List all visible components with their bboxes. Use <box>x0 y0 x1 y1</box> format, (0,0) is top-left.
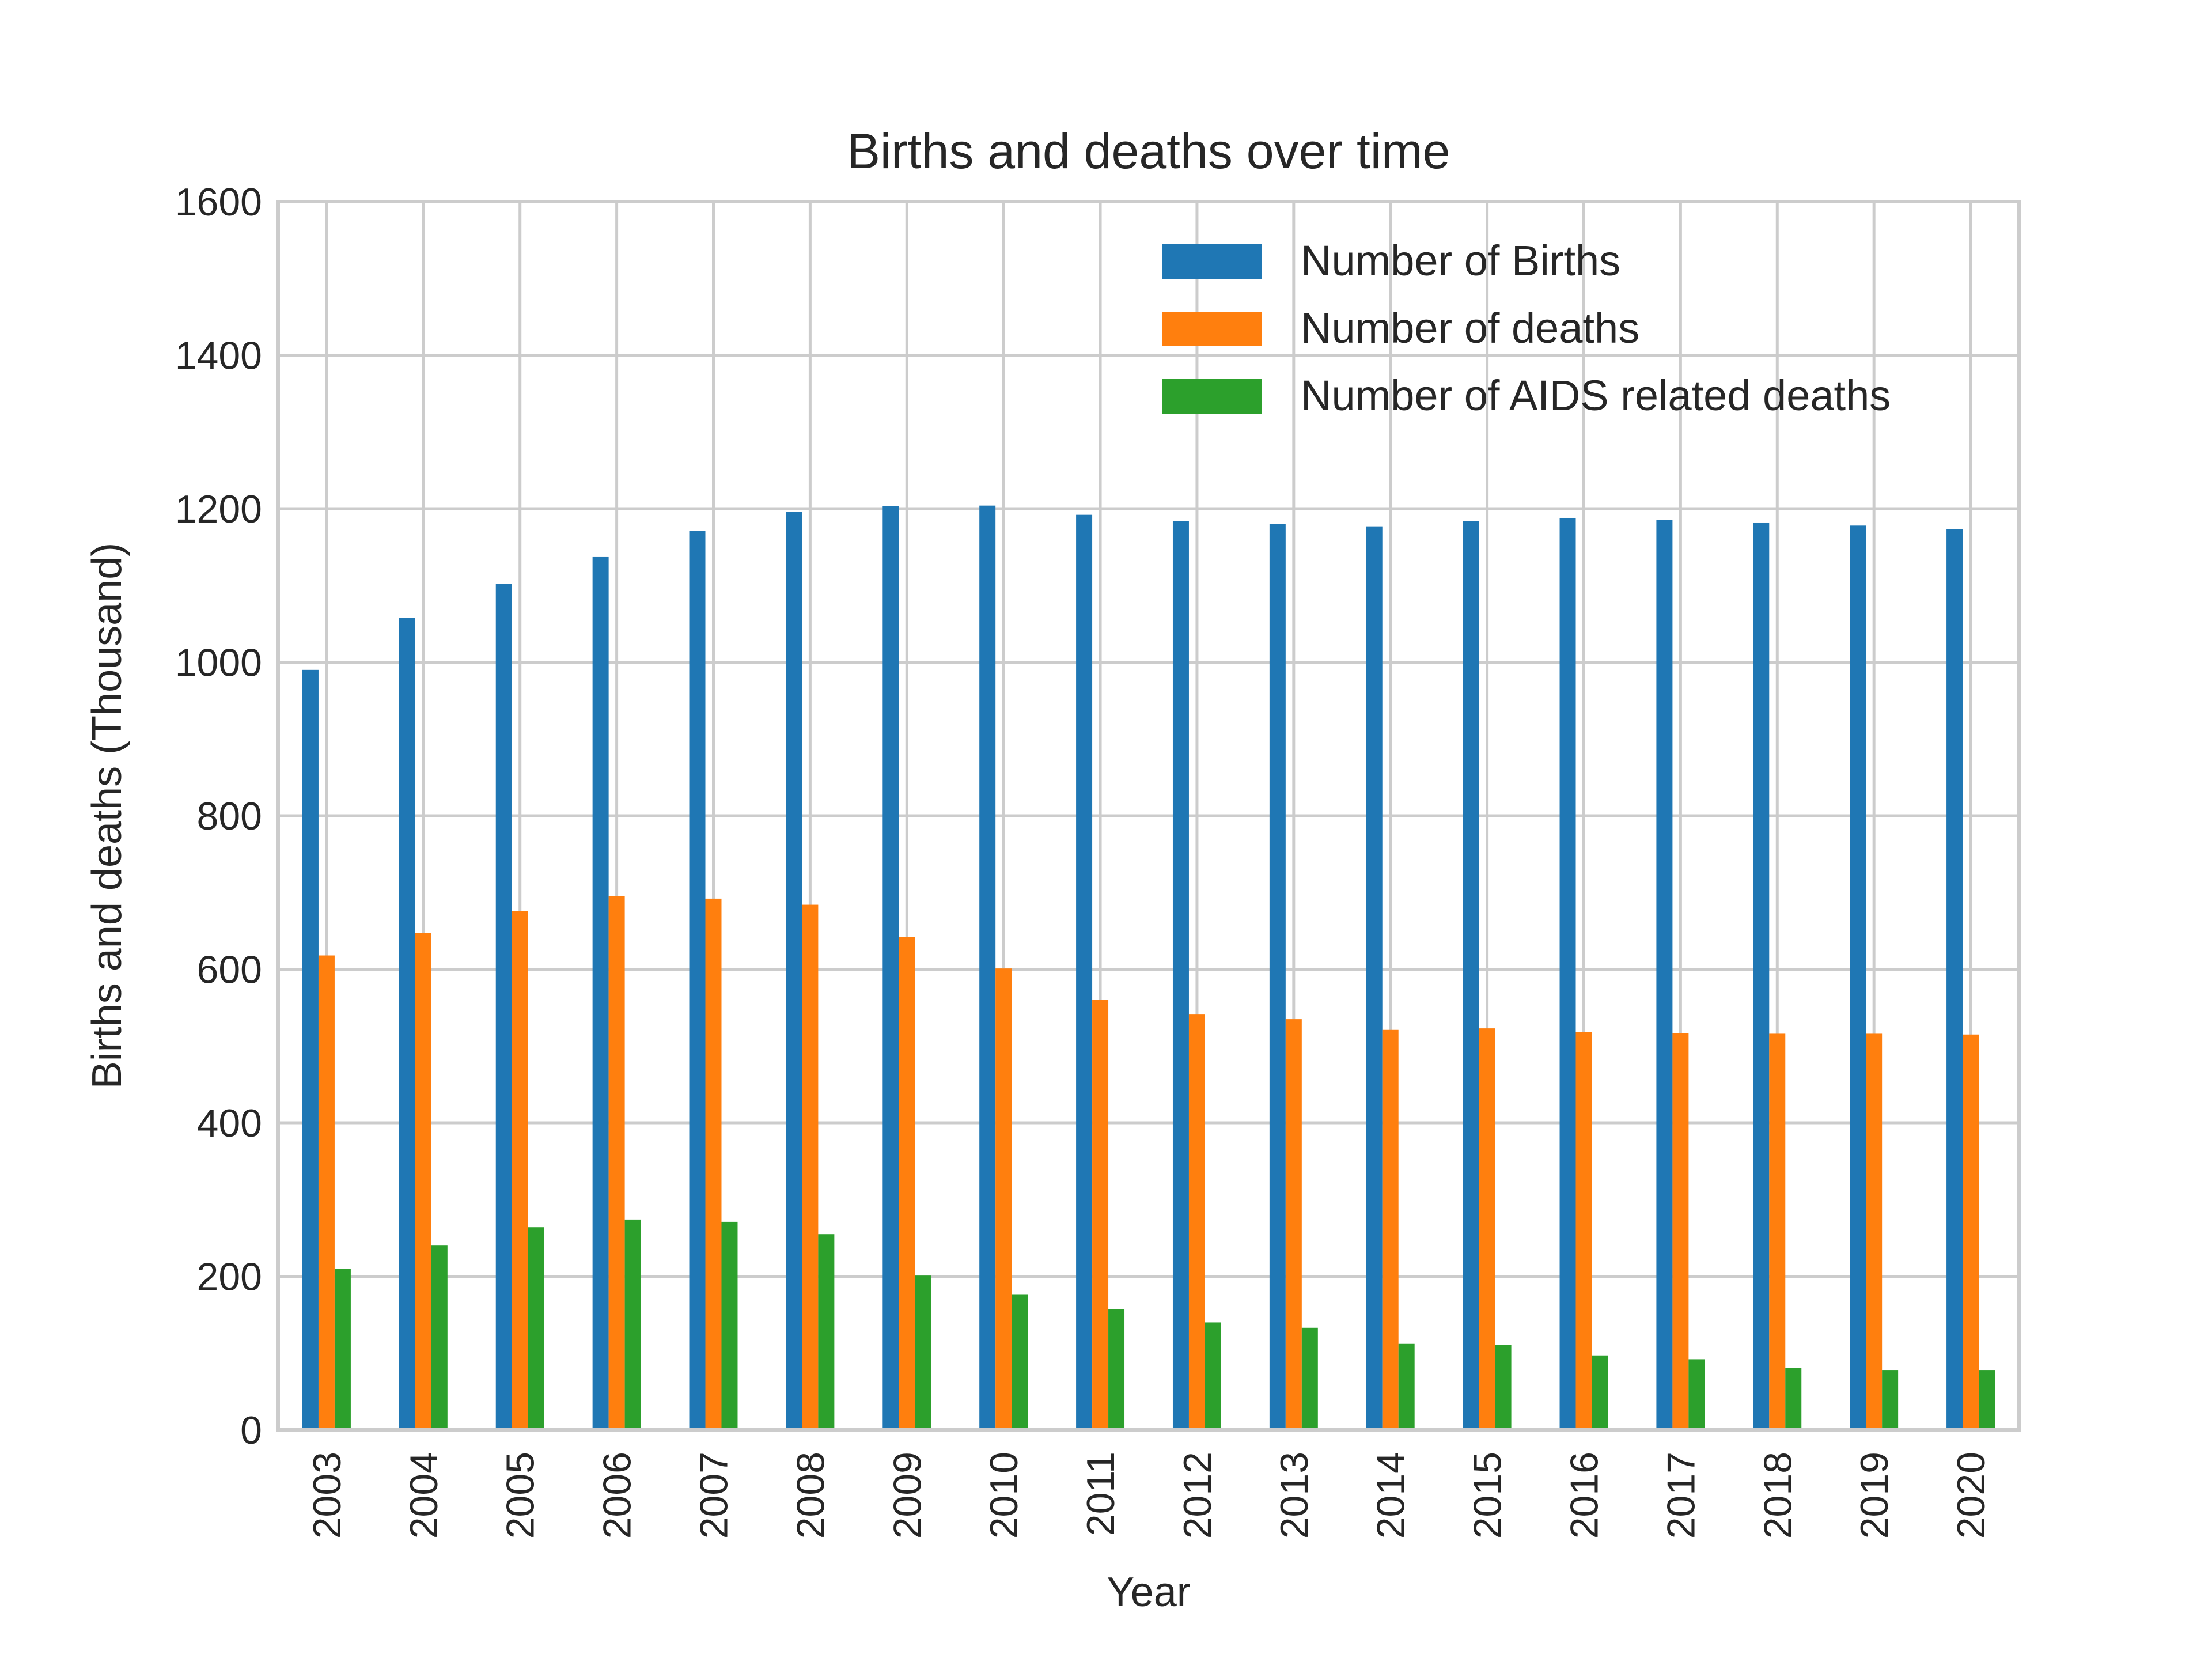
y-tick-label: 1400 <box>175 334 262 378</box>
bar-births <box>1463 521 1479 1430</box>
bar-deaths <box>1188 1014 1205 1430</box>
legend-label: Number of deaths <box>1301 304 1639 352</box>
legend-label: Number of AIDS related deaths <box>1301 372 1891 419</box>
bar-aids-deaths <box>1592 1355 1608 1430</box>
bar-aids-deaths <box>1012 1294 1028 1430</box>
bar-births <box>689 531 706 1430</box>
bar-deaths <box>1479 1028 1495 1430</box>
bar-aids-deaths <box>1495 1345 1512 1430</box>
bar-deaths <box>608 896 625 1430</box>
bar-deaths <box>1575 1032 1592 1430</box>
x-tick-label: 2014 <box>1369 1452 1413 1539</box>
bar-aids-deaths <box>624 1219 641 1430</box>
bar-deaths <box>802 904 819 1430</box>
y-tick-label: 800 <box>197 794 262 838</box>
y-axis-ticks: 0 200 400 600 800 1000 1200 1400 1600 <box>175 180 262 1452</box>
bar-deaths <box>899 937 915 1430</box>
bar-births <box>1753 522 1770 1430</box>
x-tick-label: 2010 <box>982 1452 1026 1539</box>
x-axis-title: Year <box>1107 1569 1190 1615</box>
y-tick-label: 600 <box>197 948 262 992</box>
bar-births <box>979 505 996 1430</box>
bar-births <box>495 584 512 1430</box>
bar-aids-deaths <box>1882 1370 1899 1430</box>
bar-aids-deaths <box>528 1227 544 1430</box>
x-tick-label: 2018 <box>1756 1452 1800 1539</box>
bar-deaths <box>512 911 528 1430</box>
bar-deaths <box>1963 1034 1979 1430</box>
legend-swatch <box>1162 379 1262 414</box>
bar-deaths <box>1285 1019 1302 1430</box>
bar-deaths <box>1769 1033 1786 1430</box>
bar-aids-deaths <box>1301 1327 1318 1430</box>
bar-births <box>1076 514 1093 1430</box>
legend-swatch <box>1162 244 1262 279</box>
bar-deaths <box>1672 1033 1689 1430</box>
bar-births <box>302 669 319 1430</box>
bar-deaths <box>318 955 335 1430</box>
bar-aids-deaths <box>431 1245 448 1430</box>
y-tick-label: 1000 <box>175 641 262 685</box>
bar-deaths <box>1382 1029 1399 1430</box>
y-tick-label: 1600 <box>175 180 262 224</box>
bar-births <box>1559 517 1576 1430</box>
x-tick-label: 2011 <box>1079 1452 1123 1536</box>
bar-deaths <box>415 933 431 1430</box>
chart-title: Births and deaths over time <box>847 124 1450 179</box>
x-tick-label: 2020 <box>1949 1452 1993 1539</box>
bar-aids-deaths <box>1108 1309 1125 1430</box>
x-tick-label: 2012 <box>1176 1452 1219 1539</box>
x-tick-label: 2016 <box>1563 1452 1607 1539</box>
bar-deaths <box>1866 1033 1883 1430</box>
bar-aids-deaths <box>1979 1370 1995 1430</box>
bar-aids-deaths <box>915 1275 931 1430</box>
y-tick-label: 0 <box>240 1409 262 1452</box>
x-tick-label: 2008 <box>789 1452 832 1539</box>
legend: Number of Births Number of deaths Number o… <box>1162 237 1891 419</box>
bar-aids-deaths <box>1398 1343 1415 1430</box>
bar-births <box>1366 526 1382 1430</box>
y-axis-title: Births and deaths (Thousand) <box>84 543 130 1089</box>
bar-aids-deaths <box>1205 1322 1221 1430</box>
x-tick-label: 2019 <box>1853 1452 1896 1539</box>
bar-aids-deaths <box>1785 1368 1802 1430</box>
x-tick-label: 2017 <box>1659 1452 1703 1539</box>
y-tick-label: 400 <box>197 1101 262 1145</box>
x-tick-label: 2009 <box>885 1452 929 1539</box>
y-tick-label: 1200 <box>175 487 262 531</box>
bar-births <box>592 556 609 1430</box>
x-tick-label: 2006 <box>596 1452 639 1539</box>
bar-aids-deaths <box>818 1234 835 1430</box>
bar-deaths <box>995 968 1012 1430</box>
bar-births <box>882 506 899 1430</box>
x-tick-label: 2004 <box>402 1452 446 1539</box>
x-tick-label: 2003 <box>305 1452 349 1539</box>
bar-births <box>786 512 802 1430</box>
bar-aids-deaths <box>334 1269 351 1430</box>
bar-births <box>1656 520 1673 1430</box>
bars <box>302 505 1995 1430</box>
bar-deaths <box>705 898 722 1430</box>
bar-births <box>1946 529 1963 1430</box>
legend-swatch <box>1162 312 1262 346</box>
bar-births <box>1850 525 1866 1430</box>
bar-aids-deaths <box>1688 1359 1705 1430</box>
bar-aids-deaths <box>721 1221 738 1430</box>
plot-frame <box>276 200 2021 1432</box>
x-tick-label: 2007 <box>692 1452 736 1539</box>
x-tick-label: 2005 <box>499 1452 543 1539</box>
x-tick-label: 2013 <box>1272 1452 1316 1539</box>
y-tick-label: 200 <box>197 1255 262 1299</box>
legend-label: Number of Births <box>1301 237 1620 285</box>
bar-births <box>1172 521 1189 1430</box>
x-tick-label: 2015 <box>1466 1452 1510 1539</box>
bar-births <box>1269 524 1286 1430</box>
bar-deaths <box>1092 1000 1109 1430</box>
bar-births <box>399 618 415 1430</box>
x-axis-ticks: 2003 2004 2005 2006 2007 2008 2009 2010 2011 2012… <box>305 1452 1993 1539</box>
